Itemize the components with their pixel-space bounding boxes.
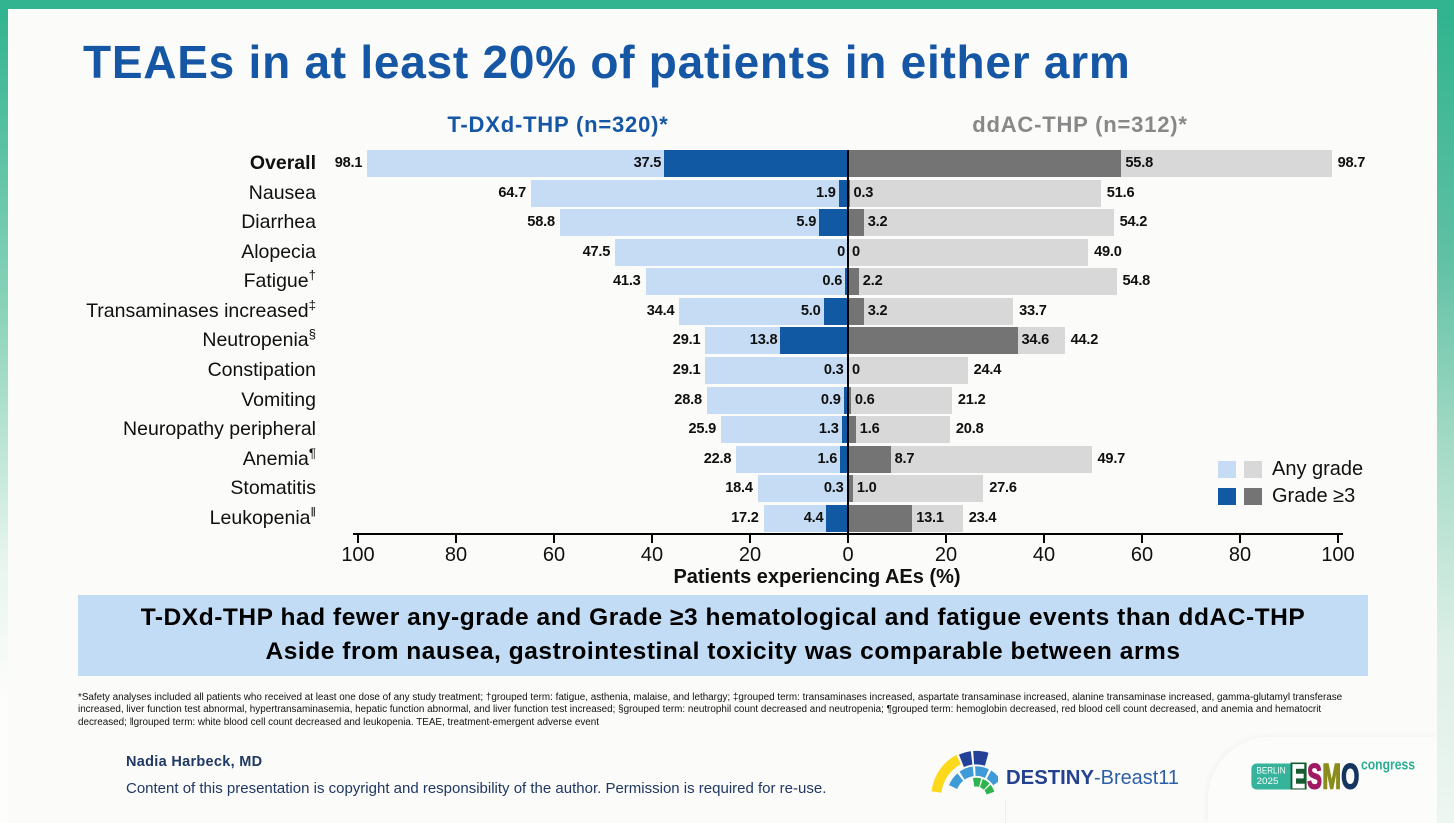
svg-text:BERLIN: BERLIN: [1257, 766, 1286, 776]
svg-text:DESTINY: DESTINY: [1006, 767, 1095, 789]
svg-text:-Breast11: -Breast11: [1094, 767, 1179, 789]
svg-text:S: S: [1307, 758, 1322, 797]
svg-text:congress: congress: [1361, 757, 1415, 774]
svg-text:E: E: [1291, 758, 1305, 796]
svg-text:O: O: [1341, 758, 1359, 797]
svg-text:M: M: [1322, 758, 1341, 797]
svg-text:2025: 2025: [1257, 776, 1279, 786]
